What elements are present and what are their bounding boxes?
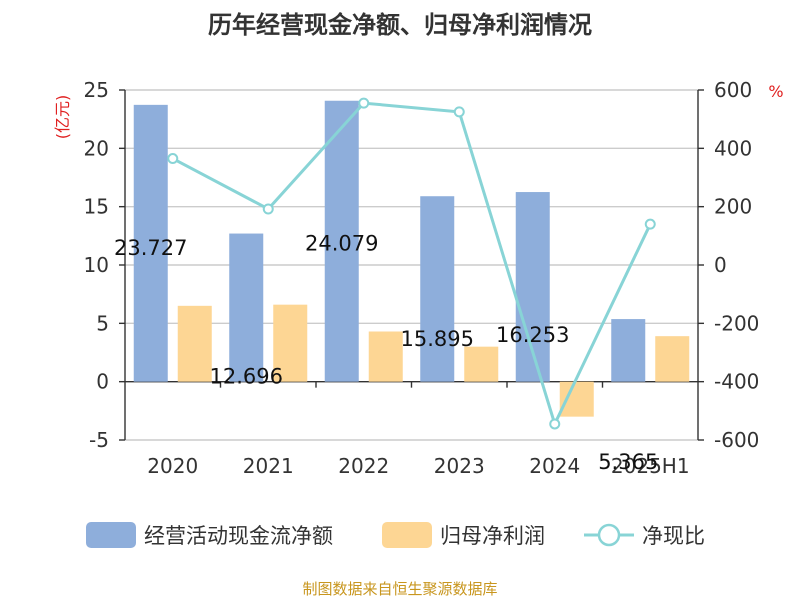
x-tick-label: 2025H1 xyxy=(611,454,690,478)
legend-label: 归母净利润 xyxy=(440,524,545,548)
y-right-tick-label: 400 xyxy=(714,136,752,160)
y-left-tick-label: 0 xyxy=(96,370,109,394)
y-right-tick-label: -200 xyxy=(714,311,759,335)
line-point-2025H1 xyxy=(644,218,656,230)
data-label: 15.895 xyxy=(401,327,474,351)
legend: 经营活动现金流净额 归母净利润 净现比 xyxy=(86,522,705,548)
bar-经营活动现金流净额-2020 xyxy=(133,104,168,382)
x-tick-label: 2022 xyxy=(338,454,389,478)
y-left-tick-label: 25 xyxy=(84,78,109,102)
line-point-2020 xyxy=(167,153,179,165)
chart-title: 历年经营现金净额、归母净利润情况 xyxy=(208,11,592,39)
ratio-line xyxy=(167,97,656,430)
data-label: 16.253 xyxy=(496,323,569,347)
axes: -5 0 5 10 15 20 25 -600 -400 -200 0 200 400 600 2020 20… xyxy=(84,78,760,478)
source-note: 制图数据来自恒生聚源数据库 xyxy=(302,580,497,598)
bar-经营活动现金流净额-2025H1 xyxy=(611,319,646,382)
y-left-tick-label: 5 xyxy=(96,311,109,335)
data-labels: 23.727 12.696 24.079 15.895 16.253 5.365 xyxy=(114,232,658,474)
data-label: 5.365 xyxy=(598,450,658,474)
y-right-tick-label: 600 xyxy=(714,78,752,102)
x-tick-label: 2024 xyxy=(529,454,580,478)
y-right-tick-label: -400 xyxy=(714,370,759,394)
x-tick-label: 2021 xyxy=(243,454,294,478)
line-point-2022 xyxy=(358,97,370,109)
bar-归母净利润-2020 xyxy=(177,305,212,382)
y-right-unit-label: % xyxy=(768,82,783,101)
x-tick-label: 2020 xyxy=(147,454,198,478)
bar-归母净利润-2023 xyxy=(464,346,499,382)
legend-label: 净现比 xyxy=(642,524,705,548)
legend-swatch-经营活动现金流净额 xyxy=(86,522,136,548)
series-line-净现比 xyxy=(172,101,652,429)
y-left-tick-label: 15 xyxy=(84,195,109,219)
y-left-tick-label: -5 xyxy=(89,428,109,452)
y-left-tick-label: 20 xyxy=(84,136,109,160)
bar-归母净利润-2021 xyxy=(273,304,308,382)
data-label: 23.727 xyxy=(114,236,187,260)
bar-经营活动现金流净额-2023 xyxy=(420,196,455,382)
bar-经营活动现金流净额-2021 xyxy=(229,233,264,382)
y-left-unit-label: (亿元) xyxy=(53,95,72,140)
data-label: 24.079 xyxy=(305,232,378,256)
legend-swatch-归母净利润 xyxy=(382,522,432,548)
y-right-tick-label: 200 xyxy=(714,195,752,219)
y-right-tick-label: 0 xyxy=(714,253,727,277)
bar-归母净利润-2025H1 xyxy=(655,336,690,382)
x-tick-label: 2023 xyxy=(434,454,485,478)
bar-归母净利润-2022 xyxy=(368,331,403,382)
line-point-2023 xyxy=(453,106,465,118)
legend-label: 经营活动现金流净额 xyxy=(144,524,333,548)
data-label: 12.696 xyxy=(210,365,283,389)
bars xyxy=(133,100,690,417)
y-left-tick-label: 10 xyxy=(84,253,109,277)
bar-经营活动现金流净额-2022 xyxy=(324,100,359,382)
line-point-2021 xyxy=(262,203,274,215)
y-right-tick-label: -600 xyxy=(714,428,759,452)
bar-归母净利润-2024 xyxy=(559,381,594,417)
line-point-2024 xyxy=(549,418,561,430)
legend-swatch-marker xyxy=(597,523,621,547)
